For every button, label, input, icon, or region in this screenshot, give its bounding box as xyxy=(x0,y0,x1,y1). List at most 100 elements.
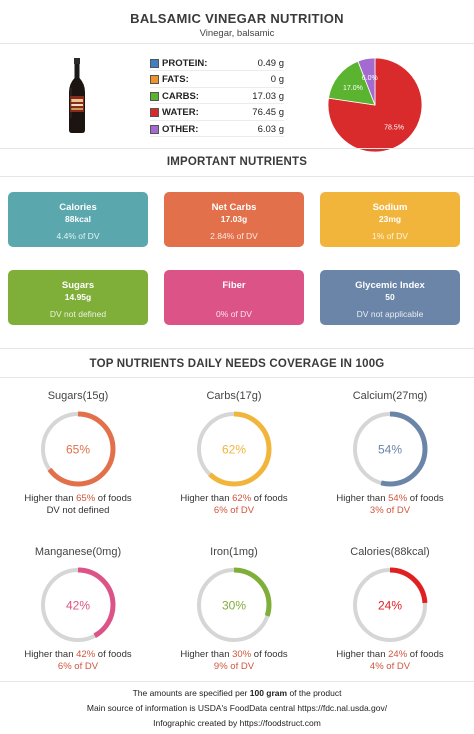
coverage-item: Carbs(17g) 62% Higher than 62% of foods 6% … xyxy=(159,390,309,516)
nutrient-card-value: 14.95g xyxy=(64,292,92,302)
higher-than-suffix: of foods xyxy=(251,649,288,660)
macro-row: FATS: 0 g xyxy=(150,73,284,88)
coverage-dv: 3% of DV xyxy=(369,505,411,516)
footer-note-prefix: The amounts are specified per xyxy=(132,688,250,698)
footer-source: Main source of information is USDA's Foo… xyxy=(86,703,388,713)
macro-swatch xyxy=(150,75,159,84)
higher-than-prefix: Higher than xyxy=(24,649,77,660)
nutrient-card-dv: 1% of DV xyxy=(372,231,408,241)
nutrient-card: Calories 88kcal 4.4% of DV xyxy=(8,192,148,247)
coverage-dv: 6% of DV xyxy=(57,661,99,672)
higher-than-prefix: Higher than xyxy=(24,493,77,504)
nutrient-card: Sodium 23mg 1% of DV xyxy=(320,192,460,247)
pie-slice xyxy=(357,57,376,106)
pie-slice-label: 78.5% xyxy=(384,125,404,132)
coverage-item: Manganese(0mg) 42% Higher than 42% of food… xyxy=(3,546,153,672)
higher-than-prefix: Higher than xyxy=(180,493,233,504)
divider xyxy=(0,681,474,682)
nutrient-card-value: 88kcal xyxy=(65,214,91,224)
nutrient-card-value: 50 xyxy=(385,292,395,302)
coverage-higher-than: Higher than 62% of foods xyxy=(159,493,309,504)
macro-label: FATS: xyxy=(162,74,189,85)
coverage-title: TOP NUTRIENTS DAILY NEEDS COVERAGE IN 10… xyxy=(89,358,385,370)
nutrient-card-name: Sodium xyxy=(372,202,408,213)
coverage-dv: DV not defined xyxy=(46,505,110,516)
higher-than-suffix: of foods xyxy=(95,649,132,660)
higher-than-prefix: Higher than xyxy=(180,649,233,660)
pie-slice-label: 6.0% xyxy=(362,75,378,82)
higher-than-value: 65% xyxy=(76,493,96,504)
macro-row: CARBS: 17.03 g xyxy=(150,89,284,104)
higher-than-value: 54% xyxy=(388,493,408,504)
coverage-item-title: Carbs(17g) xyxy=(206,390,262,402)
donut-arc xyxy=(352,411,428,487)
macro-label: CARBS: xyxy=(162,90,199,102)
higher-than-suffix: of foods xyxy=(251,493,288,504)
coverage-higher-than: Higher than 42% of foods xyxy=(3,649,153,660)
important-nutrients-title: IMPORTANT NUTRIENTS xyxy=(166,156,308,168)
nutrient-card: Net Carbs 17.03g 2.84% of DV xyxy=(164,192,304,247)
nutrient-card-name: Sugars xyxy=(61,280,95,291)
nutrient-card-value xyxy=(164,292,304,302)
macro-swatch xyxy=(150,58,159,68)
donut-arc xyxy=(196,411,272,487)
footer-credit: Infographic created by https://foodstruc… xyxy=(153,718,321,728)
macro-swatch xyxy=(150,108,159,117)
nutrient-card: Fiber 0% of DV xyxy=(164,270,304,325)
higher-than-value: 42% xyxy=(76,649,96,660)
macro-label: PROTEIN: xyxy=(162,57,208,69)
nutrient-card-name: Fiber xyxy=(222,280,246,291)
coverage-item: Calcium(27mg) 54% Higher than 54% of foods… xyxy=(315,390,465,516)
nutrient-card: Glycemic Index 50 DV not applicable xyxy=(320,270,460,325)
macro-value: 76.45 g xyxy=(252,107,284,118)
pie-slice xyxy=(328,60,376,106)
coverage-donut: 42% xyxy=(40,567,116,643)
balsamic-bottle-image xyxy=(69,58,85,133)
pie-slice-label: 17.0% xyxy=(343,85,363,92)
divider xyxy=(0,348,474,349)
page-subtitle: Vinegar, balsamic xyxy=(199,28,275,39)
nutrient-card-dv: DV not defined xyxy=(49,309,107,319)
macro-row: OTHER: 6.03 g xyxy=(150,122,284,137)
coverage-item-title: Manganese(0mg) xyxy=(34,546,122,558)
coverage-donut: 62% xyxy=(196,411,272,487)
nutrient-card: Sugars 14.95g DV not defined xyxy=(8,270,148,325)
nutrient-card-value: 23mg xyxy=(378,214,402,224)
macro-label: WATER: xyxy=(162,107,199,118)
nutrient-card-name: Net Carbs xyxy=(211,202,257,213)
donut-percent-label: 54% xyxy=(378,443,402,457)
higher-than-prefix: Higher than xyxy=(336,649,389,660)
higher-than-value: 62% xyxy=(232,493,252,504)
coverage-item-title: Calcium(27mg) xyxy=(352,390,428,402)
page-title: BALSAMIC VINEGAR NUTRITION xyxy=(130,11,344,26)
coverage-higher-than: Higher than 54% of foods xyxy=(315,493,465,504)
higher-than-value: 24% xyxy=(388,649,408,660)
coverage-dv: 9% of DV xyxy=(213,661,255,672)
macro-value: 17.03 g xyxy=(252,90,284,102)
divider xyxy=(0,176,474,177)
nutrient-card-dv: 2.84% of DV xyxy=(210,231,258,241)
coverage-donut: 65% xyxy=(40,411,116,487)
donut-arc xyxy=(40,567,116,643)
donut-arc xyxy=(196,567,272,643)
coverage-donut: 30% xyxy=(196,567,272,643)
coverage-higher-than: Higher than 24% of foods xyxy=(315,649,465,660)
coverage-donut: 54% xyxy=(352,411,428,487)
divider xyxy=(0,377,474,378)
nutrient-card-dv: DV not applicable xyxy=(356,309,424,319)
divider xyxy=(0,43,474,44)
macro-swatch xyxy=(150,124,159,134)
coverage-item: Iron(1mg) 30% Higher than 30% of foods 9% o… xyxy=(159,546,309,672)
coverage-dv: 6% of DV xyxy=(213,505,255,516)
coverage-donut: 24% xyxy=(352,567,428,643)
nutrient-card-name: Calories xyxy=(59,202,97,213)
coverage-dv: 4% of DV xyxy=(369,661,411,672)
nutrient-card-name: Glycemic Index xyxy=(355,280,425,291)
donut-arc xyxy=(352,567,428,643)
higher-than-value: 30% xyxy=(232,649,252,660)
divider xyxy=(0,148,474,149)
footer-note-suffix: of the product xyxy=(287,688,342,698)
macro-swatch xyxy=(150,91,159,101)
coverage-item-title: Sugars(15g) xyxy=(47,390,109,402)
footer-note-bold: 100 gram xyxy=(249,688,288,698)
